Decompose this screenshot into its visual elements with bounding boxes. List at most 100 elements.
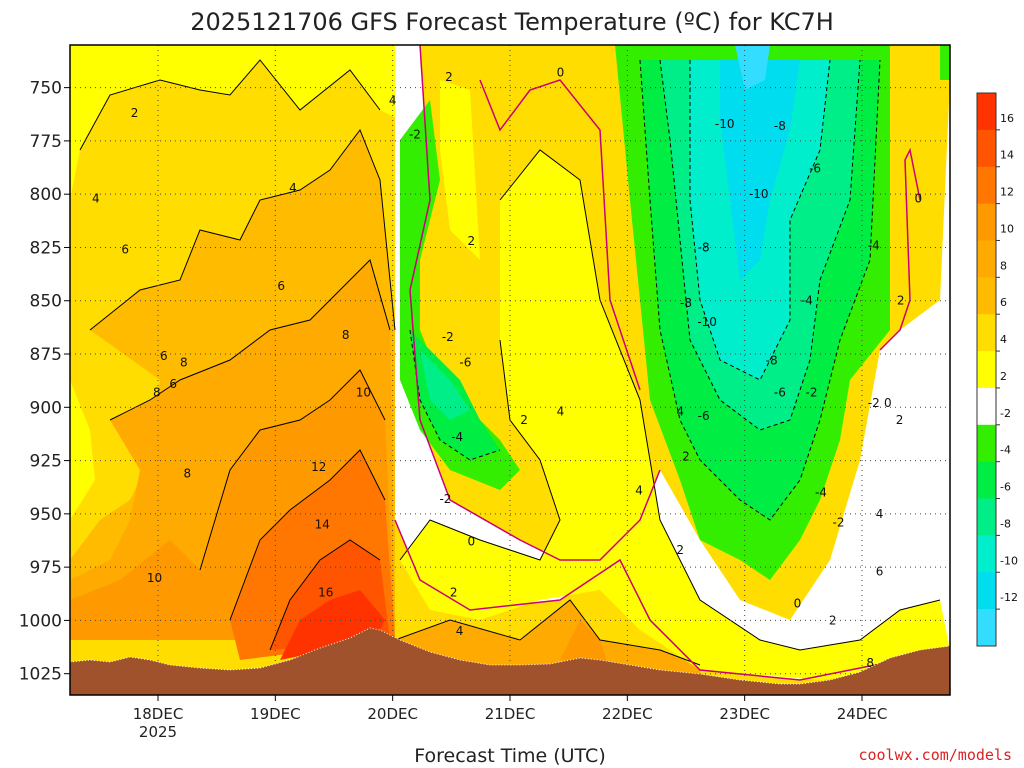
isotherms <box>79 59 941 666</box>
contour-label: -6 <box>774 385 786 399</box>
colorbar-label: -4 <box>1000 444 1011 457</box>
colorbar-swatch <box>977 535 996 573</box>
x-tick-label: 18DEC <box>133 705 184 723</box>
contour-label: -4 <box>815 486 827 500</box>
y-tick-label: 1025 <box>19 665 62 685</box>
contour-label: 8 <box>184 466 192 480</box>
contour-label: 2 <box>445 70 453 84</box>
contour-label: 14 <box>315 518 330 532</box>
contour-label: 16 <box>318 586 333 600</box>
colorbar-swatch <box>977 203 996 241</box>
credit-text[interactable]: coolwx.com/models <box>858 746 1012 764</box>
colorbar-swatch <box>977 93 996 131</box>
contour-label: 4 <box>635 483 643 497</box>
x-tick-label: 20DEC <box>367 705 418 723</box>
colorbar-label: -8 <box>1000 517 1011 530</box>
contour-label: 8 <box>153 385 161 399</box>
colorbar-swatch <box>977 351 996 389</box>
negative-isotherms <box>409 59 881 521</box>
contour-label: -2 <box>868 396 880 410</box>
y-tick-label: 850 <box>30 292 62 312</box>
contour-label: 6 <box>169 377 177 391</box>
colorbar-swatch <box>977 387 996 426</box>
contour-label: -6 <box>809 162 821 176</box>
contour-label: 2 <box>131 106 139 120</box>
colorbar-swatch <box>977 166 996 205</box>
x-tick-label: 23DEC <box>719 705 770 723</box>
y-axis: 750 775 800 825 850 875 900 925 950 975 1000 1025 <box>19 79 70 685</box>
contour-label: -10 <box>749 187 769 201</box>
colorbar-swatch <box>977 572 996 610</box>
contour-label: -2 <box>806 385 818 399</box>
y-tick-label: 750 <box>30 79 62 99</box>
colorbar-swatch <box>977 461 996 500</box>
colorbar-swatch <box>977 129 996 168</box>
colorbar-label: 10 <box>1000 222 1014 235</box>
contour-label: -10 <box>697 315 717 329</box>
contour-label: 2 <box>897 294 905 308</box>
y-tick-label: 875 <box>30 345 62 365</box>
field-neg2-corner <box>940 45 950 80</box>
colorbar-swatch <box>977 609 996 647</box>
x-axis-label: Forecast Time (UTC) <box>414 745 605 767</box>
contour-label: -8 <box>680 296 692 310</box>
contour-label: 4 <box>389 93 397 107</box>
zero-isotherm <box>394 45 921 681</box>
y-tick-label: 775 <box>30 132 62 152</box>
contour-label: -2 <box>442 330 454 344</box>
contour-label: -6 <box>698 409 710 423</box>
colorbar-swatch <box>977 498 996 536</box>
y-tick-label: 825 <box>30 238 62 258</box>
colorbar-label: -2 <box>1000 407 1011 420</box>
y-tick-label: 925 <box>30 452 62 472</box>
colorbar-label: 12 <box>1000 186 1014 199</box>
contour-label: 10 <box>356 385 371 399</box>
contour-label: -10 <box>715 117 735 131</box>
contour-label: 0 <box>884 396 892 410</box>
chart-title: 2025121706 GFS Forecast Temperature (ºC)… <box>190 8 834 36</box>
contour-label: -8 <box>698 240 710 254</box>
contour-label: -4 <box>868 238 880 252</box>
contour-label: 6 <box>277 279 285 293</box>
contour-label: 8 <box>342 328 350 342</box>
field-neg12-right <box>735 45 770 90</box>
contour-label: 2 <box>896 413 904 427</box>
field-neg10-right <box>720 60 800 280</box>
colorbar-swatch <box>977 240 996 278</box>
contour-label: 10 <box>147 571 162 585</box>
contour-label: 6 <box>876 564 884 578</box>
contour-label: -4 <box>801 294 813 308</box>
contour-label: -2 <box>409 128 421 142</box>
x-tick-label: 24DEC <box>837 705 888 723</box>
contour-label: 4 <box>92 191 100 205</box>
y-tick-label: 900 <box>30 398 62 418</box>
field-2-4 <box>70 45 400 200</box>
contour-label: -8 <box>774 119 786 133</box>
y-tick-label: 975 <box>30 558 62 578</box>
colorbar-swatch <box>977 277 996 315</box>
contour-label: 0 <box>794 596 802 610</box>
colorbar-swatch <box>977 314 996 352</box>
plot-area: 24668688104681012141642-22-2-6-4-2024024… <box>70 45 950 695</box>
colorbar: 16 14 12 10 8 6 4 2 -2 -4 -6 -8 -10 -12 <box>976 92 1018 647</box>
contour-label: 2 <box>467 234 475 248</box>
colorbar-label: 2 <box>1000 370 1007 383</box>
contour-label: 8 <box>866 656 874 670</box>
colorbar-label: 16 <box>1000 112 1014 125</box>
contour-label: 4 <box>557 405 565 419</box>
contour-label: 6 <box>121 243 129 257</box>
colorbar-frame <box>976 92 997 647</box>
colorbar-label: 6 <box>1000 296 1007 309</box>
contour-label: 2 <box>829 613 837 627</box>
contour-labels: 24668688104681012141642-22-2-6-4-2024024… <box>92 66 922 670</box>
colorbar-label: -12 <box>1000 591 1018 604</box>
contour-label: -2 <box>833 515 845 529</box>
x-tick-label: 22DEC <box>602 705 653 723</box>
contour-label: 2 <box>520 413 528 427</box>
terrain <box>70 628 950 695</box>
field-2-4-mid2 <box>400 150 950 680</box>
x-tick-label: 21DEC <box>485 705 536 723</box>
colorbar-label: -6 <box>1000 481 1011 494</box>
